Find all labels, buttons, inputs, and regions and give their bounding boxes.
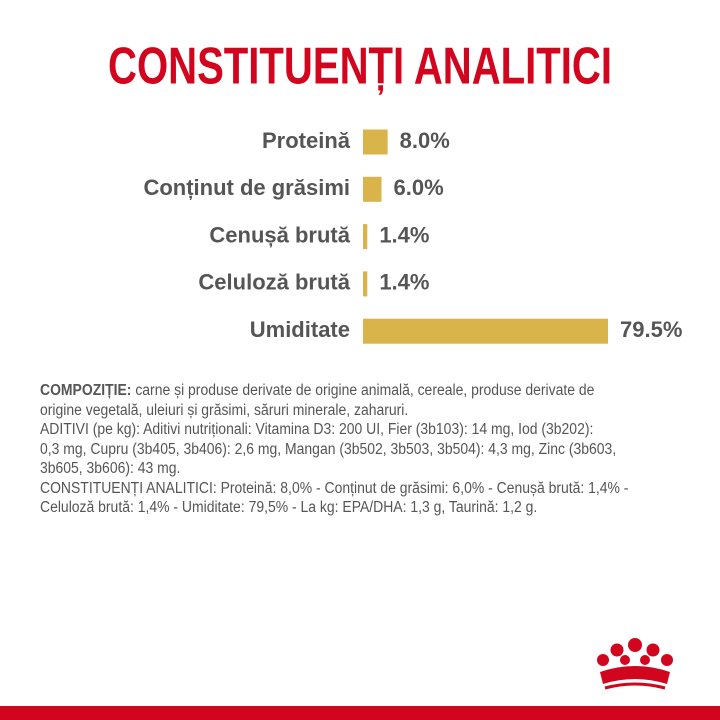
composition: COMPOZIȚIE: carne și produse derivate de… [40, 381, 700, 518]
text: origine vegetală, uleiuri și grăsimi, să… [40, 401, 409, 419]
text: 3b605, 3b606): 43 mg. [40, 460, 181, 477]
text: carne și produse derivate de origine ani… [131, 382, 595, 399]
category-label: Cenușă brută [209, 222, 350, 247]
category-label: Conținut de grăsimi [143, 175, 350, 200]
bar [363, 318, 608, 344]
value-label: 8.0% [400, 128, 450, 153]
text-line: origine vegetală, uleiuri și grăsimi, să… [40, 401, 634, 421]
text-line: 0,3 mg, Cupru (3b405, 3b406): 2,6 mg, Ma… [40, 440, 634, 460]
value-label: 79.5% [620, 317, 682, 342]
text: ADITIVI (pe kg): Aditivi nutriționali: V… [40, 421, 594, 438]
text: 0,3 mg, Cupru (3b405, 3b406): 2,6 mg, Ma… [40, 440, 617, 458]
category-label: Umiditate [250, 317, 350, 342]
category-label: Proteină [262, 128, 351, 153]
text-line: CONSTITUENȚI ANALITICI: Proteină: 8,0% -… [40, 479, 634, 499]
heading: COMPOZIȚIE: [40, 382, 132, 399]
chart-title: CONSTITUENȚI ANALITICI [108, 38, 612, 96]
category-label: Celuloză brută [198, 270, 350, 295]
value-label: 1.4% [379, 270, 429, 295]
text-line: 3b605, 3b606): 43 mg. [40, 459, 634, 479]
footer-bar [0, 706, 720, 720]
text: CONSTITUENȚI ANALITICI: Proteină: 8,0% -… [40, 479, 629, 497]
bar [363, 129, 388, 155]
logo [597, 638, 673, 690]
text-line: ADITIVI (pe kg): Aditivi nutriționali: V… [40, 420, 634, 440]
value-label: 6.0% [393, 175, 443, 200]
bar [363, 224, 368, 250]
value-label: 1.4% [379, 222, 429, 247]
text-line: COMPOZIȚIE: carne și produse derivate de… [40, 381, 634, 401]
bar [363, 176, 382, 202]
text: Celuloză brută: 1,4% - Umiditate: 79,5% … [40, 499, 538, 516]
bar [363, 271, 368, 297]
text-line: Celuloză brută: 1,4% - Umiditate: 79,5% … [40, 498, 634, 518]
